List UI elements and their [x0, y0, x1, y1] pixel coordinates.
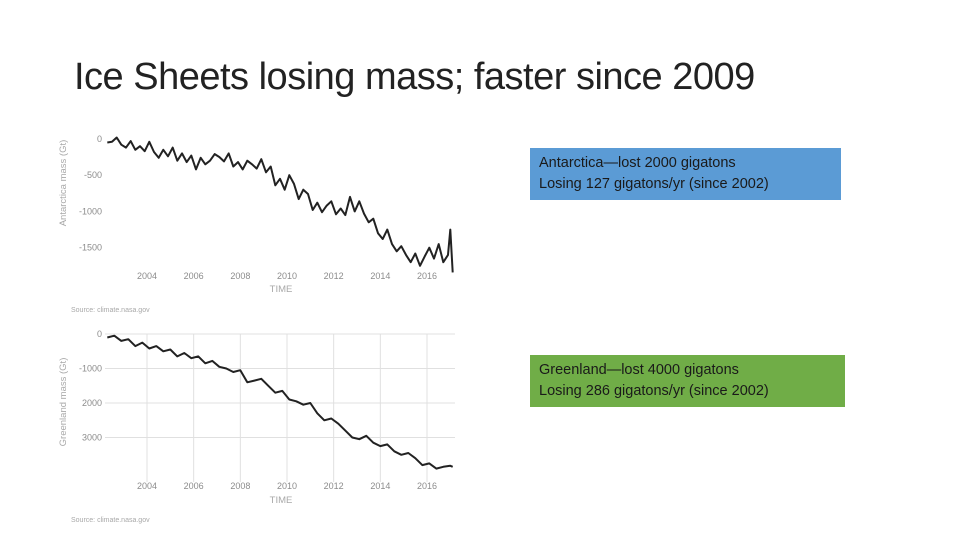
x-tick-label: 2004 [137, 481, 157, 491]
series-line [107, 334, 454, 470]
antarctica-mass-chart: Antarctica mass (Gt) 0 -500 -1000 -1500 200… [58, 134, 454, 314]
slide-title: Ice Sheets losing mass; faster since 200… [74, 56, 755, 98]
y-tick-label: -1000 [79, 364, 102, 374]
y-axis-label: Antarctica mass (Gt) [58, 140, 69, 227]
antarctica-loss-text: Antarctica—lost 2000 gigatons [539, 155, 736, 171]
source-note: Source: climate.nasa.gov [71, 517, 150, 524]
x-tick-label: 2014 [370, 481, 390, 491]
antarctica-rate-text: Losing 127 gigatons/yr (since 2002) [539, 176, 769, 192]
greenland-loss-text: Greenland—lost 4000 gigatons [539, 362, 739, 378]
x-tick-label: 2014 [370, 271, 390, 281]
y-tick-label: 0 [97, 134, 102, 144]
x-tick-label: 2016 [417, 481, 437, 491]
source-note: Source: climate.nasa.gov [71, 307, 150, 314]
grid-lines [105, 333, 455, 482]
y-tick-label: 3000 [82, 433, 102, 443]
x-tick-labels: 2004 2006 2008 2010 2012 2014 2016 [137, 271, 437, 281]
series-line [107, 136, 454, 273]
greenland-rate-text: Losing 286 gigatons/yr (since 2002) [539, 383, 769, 399]
antarctica-info-box: Antarctica—lost 2000 gigatons Losing 127… [530, 148, 841, 200]
y-tick-labels: 0 -1000 2000 3000 [79, 329, 102, 443]
x-tick-label: 2012 [324, 481, 344, 491]
x-axis-label: TIME [270, 495, 293, 506]
y-tick-labels: 0 -500 -1000 -1500 [79, 134, 102, 253]
y-tick-label: 0 [97, 329, 102, 339]
x-tick-label: 2010 [277, 271, 297, 281]
x-tick-label: 2016 [417, 271, 437, 281]
x-tick-label: 2010 [277, 481, 297, 491]
greenland-info-box: Greenland—lost 4000 gigatons Losing 286 … [530, 355, 845, 407]
x-axis-label: TIME [270, 284, 293, 295]
y-tick-label: -500 [84, 170, 102, 180]
x-tick-label: 2012 [324, 271, 344, 281]
y-axis-label: Greenland mass (Gt) [58, 358, 69, 447]
y-tick-label: -1500 [79, 243, 102, 253]
x-tick-label: 2006 [184, 481, 204, 491]
x-tick-label: 2008 [230, 271, 250, 281]
x-tick-label: 2004 [137, 271, 157, 281]
y-tick-label: 2000 [82, 398, 102, 408]
x-tick-label: 2008 [230, 481, 250, 491]
x-tick-label: 2006 [184, 271, 204, 281]
y-tick-label: -1000 [79, 206, 102, 216]
x-tick-labels: 2004 2006 2008 2010 2012 2014 2016 [137, 481, 437, 491]
